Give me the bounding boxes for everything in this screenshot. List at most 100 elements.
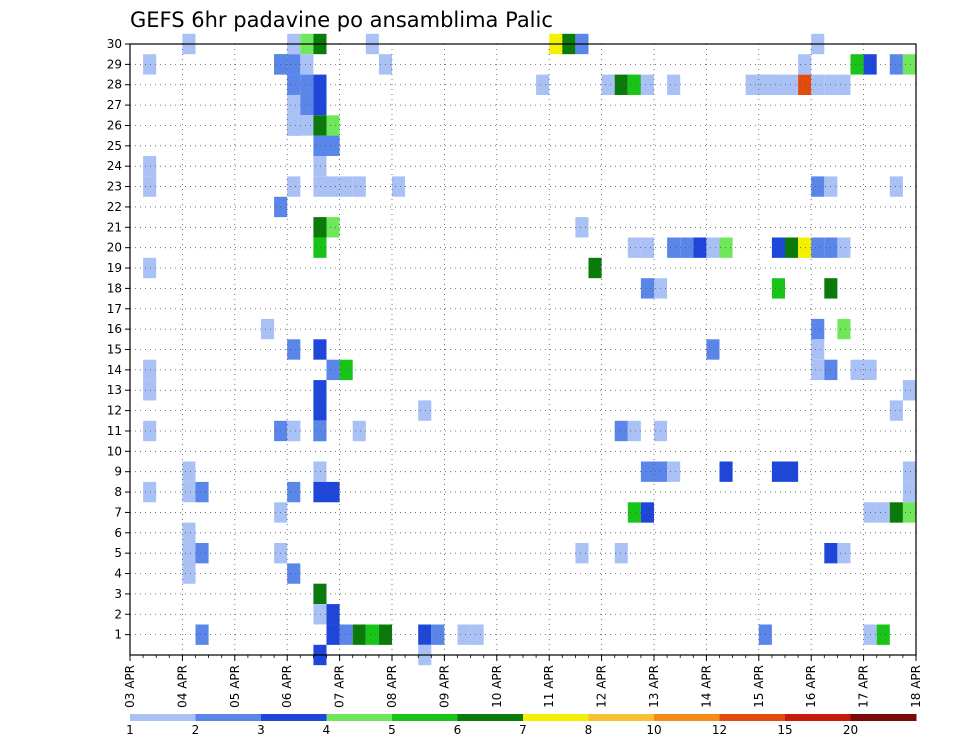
- heatmap-cell: [719, 237, 733, 258]
- x-tick-label: 18 APR: [909, 665, 923, 708]
- heatmap-cell: [313, 380, 327, 401]
- x-tick-label: 14 APR: [699, 665, 713, 708]
- x-tick-label: 04 APR: [175, 665, 189, 708]
- heatmap-cell: [313, 461, 327, 482]
- heatmap-cell: [640, 461, 654, 482]
- heatmap-cell: [352, 420, 366, 442]
- heatmap-cell: [771, 461, 785, 482]
- heatmap-cell: [261, 318, 275, 340]
- colorbar-label: 4: [323, 723, 331, 737]
- heatmap-cell: [182, 563, 196, 584]
- heatmap-cell: [771, 278, 785, 299]
- heatmap-cell: [182, 543, 196, 564]
- heatmap-cell: [627, 502, 641, 523]
- y-tick-label: 27: [107, 98, 122, 112]
- heatmap-cell: [667, 237, 681, 258]
- y-tick-label: 22: [107, 200, 122, 214]
- colorbar-label: 2: [192, 723, 200, 737]
- heatmap-cell: [313, 115, 327, 136]
- heatmap-cell: [287, 54, 301, 75]
- heatmap-cell: [365, 624, 379, 645]
- heatmap-cell: [339, 176, 353, 197]
- colorbar-label: 10: [646, 723, 661, 737]
- heatmap-cell: [850, 359, 864, 381]
- heatmap-cell: [287, 420, 301, 442]
- y-tick-label: 9: [114, 465, 122, 479]
- heatmap-cell: [287, 74, 301, 95]
- heatmap-cell: [339, 624, 353, 645]
- heatmap-cell: [326, 176, 340, 197]
- colorbar-swatch: [785, 714, 851, 721]
- heatmap-cell: [326, 624, 340, 645]
- x-axis: 03 APR 04 APR 05 APR 06 APR 07 APR 08 APR 09 A…: [123, 655, 923, 708]
- heatmap-cell: [287, 563, 301, 584]
- colorbar-label: 8: [585, 723, 593, 737]
- heatmap-cell: [798, 54, 812, 75]
- y-tick-label: 26: [107, 118, 122, 132]
- heatmap-cell: [182, 522, 196, 543]
- heatmap-cell: [614, 74, 628, 95]
- heatmap-cell: [902, 54, 916, 75]
- heatmap-cell: [706, 339, 720, 360]
- heatmap-cell: [300, 54, 314, 75]
- heatmap-cell: [457, 624, 471, 645]
- y-tick-label: 13: [107, 383, 122, 397]
- heatmap-cell: [418, 624, 432, 645]
- heatmap-cell: [300, 115, 314, 136]
- y-tick-label: 3: [114, 587, 122, 601]
- heatmap-cell: [811, 237, 825, 258]
- heatmap-cell: [287, 339, 301, 360]
- y-tick-label: 8: [114, 485, 122, 499]
- colorbar-swatch: [130, 714, 196, 721]
- heatmap-cell: [313, 604, 327, 625]
- x-tick-label: 10 APR: [490, 665, 504, 708]
- heatmap-cell: [627, 237, 641, 258]
- heatmap-cell: [811, 176, 825, 197]
- heatmap-cell: [313, 583, 327, 605]
- heatmap-cell: [640, 278, 654, 299]
- colorbar-label: 7: [519, 723, 527, 737]
- heatmap-cell: [876, 502, 890, 523]
- heatmap-cell: [313, 217, 327, 238]
- heatmap-cell: [339, 359, 353, 381]
- heatmap-cell: [889, 54, 903, 75]
- heatmap-cell: [143, 156, 157, 177]
- heatmap-cell: [418, 400, 432, 421]
- colorbar-label: 6: [454, 723, 462, 737]
- x-tick-label: 16 APR: [804, 665, 818, 708]
- x-tick-label: 03 APR: [123, 665, 137, 708]
- heatmap-cell: [287, 481, 301, 503]
- heatmap-cell: [143, 481, 157, 503]
- heatmap-cell: [837, 543, 851, 564]
- colorbar-swatch: [654, 714, 720, 721]
- heatmap-cell: [745, 74, 759, 95]
- heatmap-cell: [470, 624, 484, 645]
- y-tick-label: 29: [107, 57, 122, 71]
- x-tick-label: 12 APR: [595, 665, 609, 708]
- heatmap-cell: [680, 237, 694, 258]
- heatmap-cell: [313, 420, 327, 442]
- heatmap-cell: [798, 237, 812, 258]
- y-tick-label: 12: [107, 404, 122, 418]
- y-tick-label: 10: [107, 444, 122, 458]
- heatmap-cell: [706, 237, 720, 258]
- heatmap-cell: [627, 420, 641, 442]
- heatmap-cell: [143, 257, 157, 279]
- heatmap-cell: [195, 481, 209, 503]
- colorbar-swatch: [719, 714, 786, 721]
- grid-layer: [129, 43, 917, 655]
- x-tick-label: 13 APR: [647, 665, 661, 708]
- colorbar-swatch: [588, 714, 655, 721]
- colorbar-swatch: [326, 714, 393, 721]
- x-tick-label: 07 APR: [333, 665, 347, 708]
- heatmap-cell: [811, 318, 825, 340]
- y-tick-label: 7: [114, 505, 122, 519]
- heatmap-cell: [640, 502, 654, 523]
- y-tick-label: 20: [107, 241, 122, 255]
- heatmap-cell: [811, 74, 825, 95]
- heatmap-cell: [313, 176, 327, 197]
- y-tick-label: 5: [114, 546, 122, 560]
- heatmap-cell: [182, 481, 196, 503]
- y-tick-label: 15: [107, 343, 122, 357]
- heatmap-cell: [902, 502, 916, 523]
